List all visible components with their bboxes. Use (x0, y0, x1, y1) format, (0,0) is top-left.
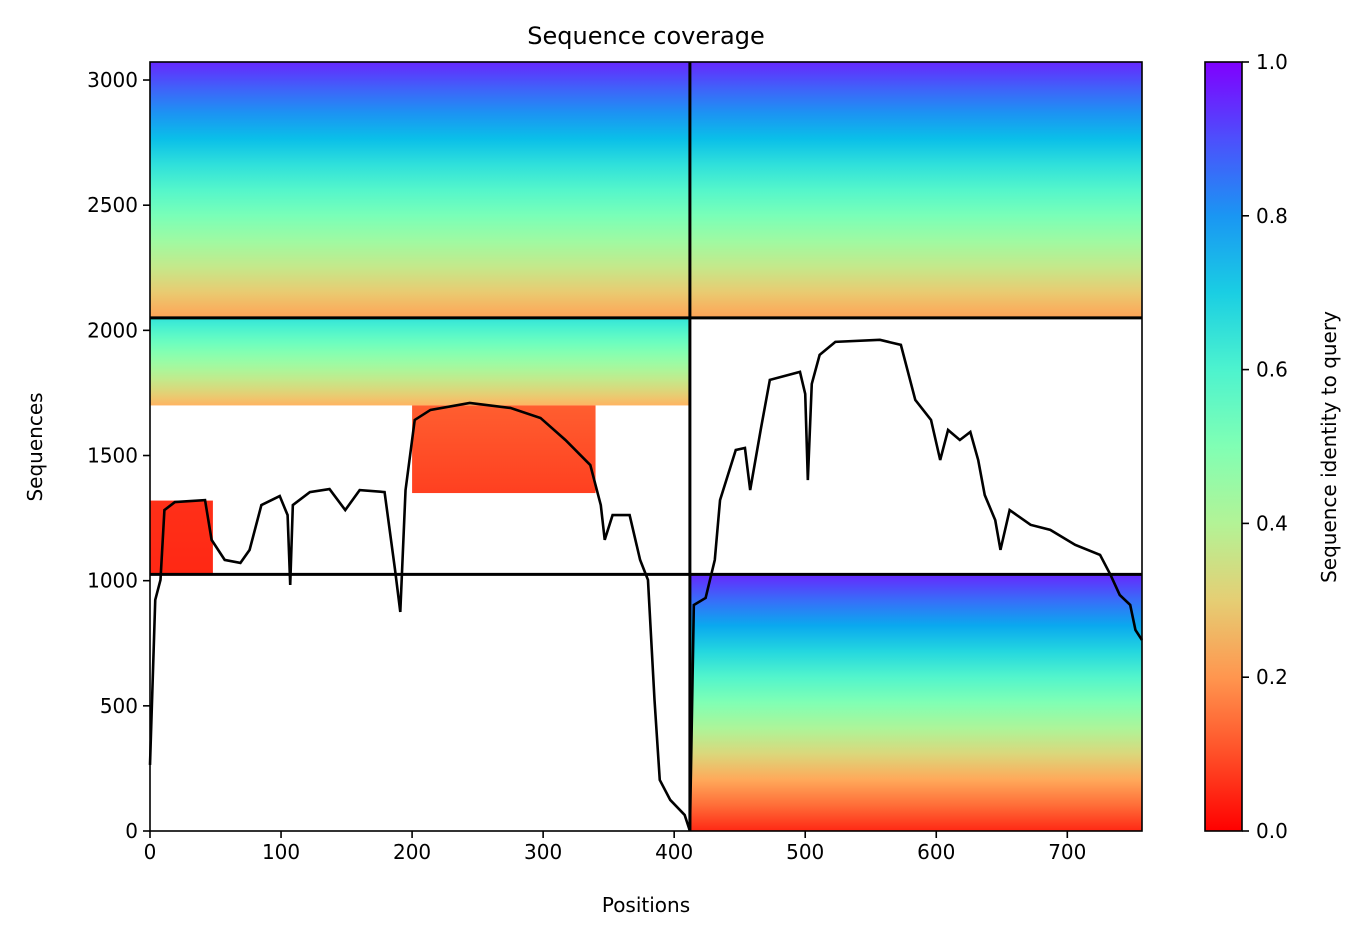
y-tick-label: 3000 (87, 68, 138, 92)
colorbar (1204, 61, 1243, 832)
coverage-region (689, 62, 1142, 318)
coverage-region (689, 574, 1142, 831)
coverage-line (148, 338, 1144, 832)
colorbar-tick-label: 0.4 (1256, 511, 1288, 535)
x-tick-label: 700 (1048, 840, 1086, 864)
x-axis-label: Positions (602, 893, 690, 917)
colorbar-tick-label: 1.0 (1256, 50, 1288, 74)
y-tick-label: 0 (125, 819, 138, 843)
y-tick-label: 500 (100, 694, 138, 718)
x-tick-label: 600 (917, 840, 955, 864)
coverage-region (150, 62, 690, 318)
plot-frame (149, 61, 1143, 832)
y-tick-label: 1000 (87, 569, 138, 593)
x-tick-label: 200 (393, 840, 431, 864)
colorbar-label: Sequence identity to query (1317, 311, 1341, 583)
colorbar-tick-label: 0.2 (1256, 665, 1288, 689)
x-tick-label: 0 (144, 840, 157, 864)
x-tick-label: 300 (524, 840, 562, 864)
x-tick-label: 400 (655, 840, 693, 864)
coverage-region (150, 317, 690, 406)
x-tick-label: 100 (262, 840, 300, 864)
y-tick-label: 2000 (87, 318, 138, 342)
coverage-region (150, 500, 213, 575)
y-tick-label: 1500 (87, 444, 138, 468)
y-tick-label: 2500 (87, 193, 138, 217)
colorbar-tick-label: 0.8 (1256, 204, 1288, 228)
colorbar-tick-label: 0.0 (1256, 819, 1288, 843)
x-tick-label: 500 (786, 840, 824, 864)
coverage-region (412, 405, 596, 494)
colorbar-tick-label: 0.6 (1256, 358, 1288, 382)
chart-title: Sequence coverage (527, 22, 764, 50)
y-axis-label: Sequences (23, 392, 47, 501)
